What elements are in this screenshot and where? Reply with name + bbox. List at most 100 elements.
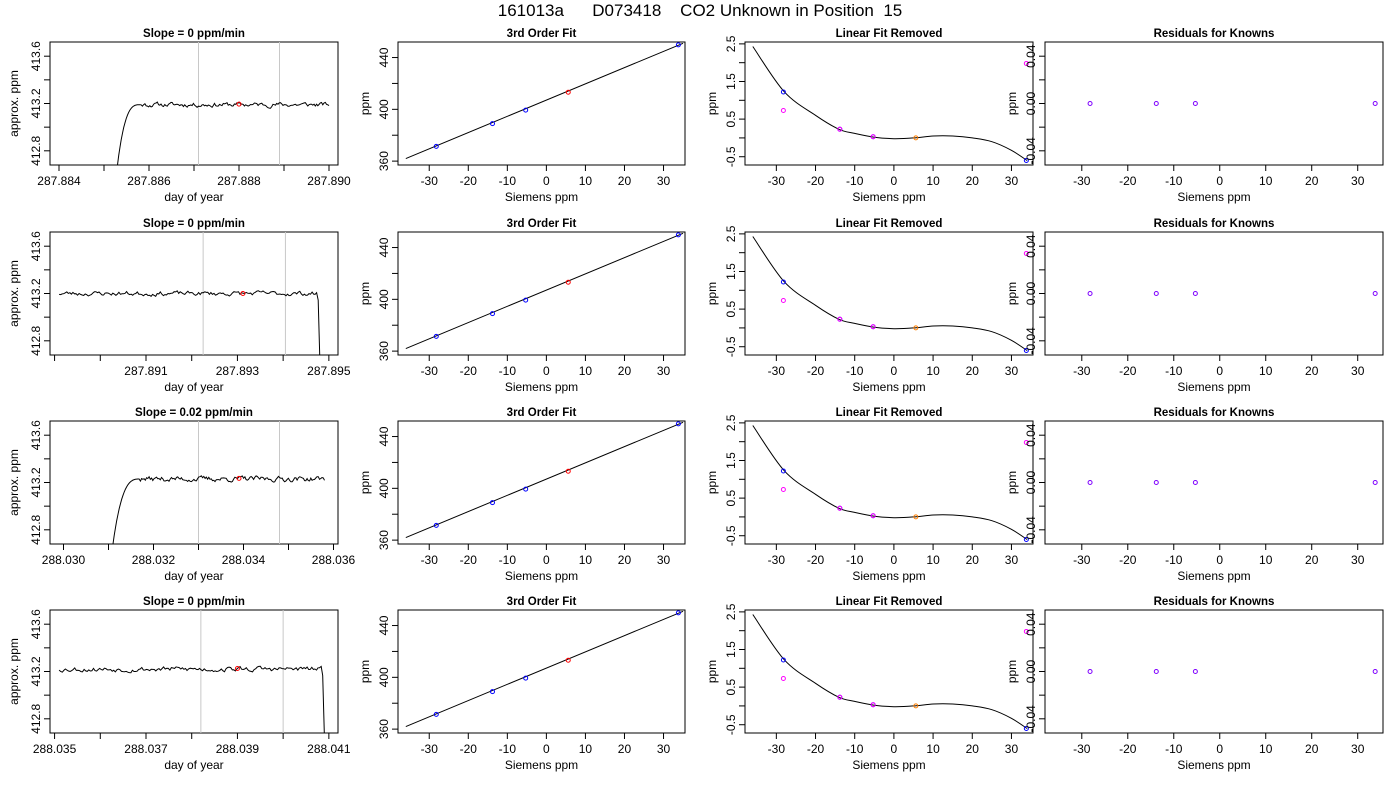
data-point [1023, 347, 1029, 353]
x-axis-label: day of year [164, 758, 223, 772]
y-tick-label: 360 [377, 151, 391, 171]
y-tick-label: -0.04 [1024, 327, 1038, 355]
x-tick-label: -20 [1119, 553, 1137, 567]
data-point [1192, 291, 1198, 296]
x-tick-label: -20 [807, 364, 825, 378]
plot-frame [1044, 609, 1384, 734]
data-point [565, 89, 571, 95]
data-point [1153, 101, 1159, 106]
x-tick-label: -30 [768, 174, 786, 188]
x-tick-label: 0 [1216, 742, 1223, 756]
y-tick-label: -0.5 [724, 146, 738, 167]
y-axis-label: ppm [1005, 92, 1019, 115]
panel-title: Slope = 0 ppm/min [143, 28, 245, 40]
data-point [870, 134, 876, 140]
y-tick-label: 2.5 [724, 603, 738, 620]
data-point [1372, 480, 1378, 485]
data-point [675, 42, 681, 48]
y-tick-label: 413.2 [29, 278, 43, 308]
data-point [1192, 669, 1198, 674]
y-tick-label: 0.00 [1024, 91, 1038, 115]
x-axis-label: day of year [164, 380, 223, 394]
y-axis-label: ppm [358, 660, 372, 683]
data-point [1153, 480, 1159, 485]
data-point [489, 121, 495, 127]
y-tick-label: 400 [377, 667, 391, 687]
x-tick-label: 287.893 [216, 364, 260, 378]
x-tick-label: 30 [1005, 364, 1019, 378]
x-tick-label: 20 [618, 364, 632, 378]
x-tick-label: 30 [657, 174, 671, 188]
x-tick-label: -30 [768, 742, 786, 756]
fit-line [405, 421, 684, 538]
plot-frame [49, 420, 339, 545]
x-axis-label: day of year [164, 569, 223, 583]
x-tick-label: 30 [657, 553, 671, 567]
data-point [565, 279, 571, 285]
x-tick-label: 20 [966, 742, 980, 756]
data-point [780, 468, 786, 474]
data-point [870, 702, 876, 708]
data-point [489, 689, 495, 695]
plot-frame [744, 41, 1034, 166]
x-tick-label: 10 [926, 742, 940, 756]
data-point [565, 468, 571, 474]
x-tick-label: 288.037 [124, 742, 168, 756]
y-tick-label: 413.2 [29, 88, 43, 118]
plot-frame [744, 609, 1034, 734]
y-tick-label: 0.5 [724, 110, 738, 127]
plot-frame [397, 420, 686, 545]
panel-r4-timeseries: Slope = 0 ppm/min 288.035 288.037 288.039 28… [7, 596, 351, 772]
panel-r2-fit: 3rd Order Fit -30 -20 -10 0 10 20 30 360 400 440 Si… [358, 218, 686, 394]
x-axis-label: Siemens ppm [1177, 569, 1250, 583]
plot-area [117, 42, 330, 165]
panel-title: Residuals for Knowns [1154, 28, 1275, 40]
data-point [1372, 101, 1378, 106]
y-tick-label: -0.5 [724, 525, 738, 546]
x-tick-label: 10 [1259, 742, 1273, 756]
x-tick-label: 10 [1259, 553, 1273, 567]
data-point [913, 703, 919, 709]
x-tick-label: 10 [579, 553, 593, 567]
x-axis-label: Siemens ppm [852, 569, 925, 583]
x-tick-label: -10 [1165, 742, 1183, 756]
x-tick-label: 288.041 [307, 742, 351, 756]
x-tick-label: -10 [846, 553, 864, 567]
data-point [236, 101, 242, 107]
x-tick-label: -30 [1073, 553, 1091, 567]
y-tick-label: 440 [377, 237, 391, 257]
y-tick-label: 2.5 [724, 414, 738, 431]
x-tick-label: 0 [891, 364, 898, 378]
data-point [1192, 480, 1198, 485]
plot-area [1087, 291, 1378, 296]
data-point [1153, 291, 1159, 296]
y-tick-label: 412.8 [29, 514, 43, 544]
y-tick-label: 2.5 [724, 35, 738, 52]
panel-title: Residuals for Knowns [1154, 407, 1275, 419]
x-tick-label: 287.884 [37, 174, 81, 188]
x-tick-label: 0 [1216, 553, 1223, 567]
x-axis-label: Siemens ppm [852, 380, 925, 394]
x-tick-label: 30 [1005, 742, 1019, 756]
plot-area [1087, 669, 1378, 674]
data-point [1023, 250, 1029, 256]
y-tick-label: 0.5 [724, 678, 738, 695]
x-tick-label: 30 [1351, 742, 1365, 756]
data-point [837, 505, 843, 511]
plot-area [405, 42, 684, 159]
x-axis-label: day of year [164, 190, 223, 204]
y-axis-label: ppm [358, 92, 372, 115]
y-axis-label: ppm [705, 92, 719, 115]
x-tick-label: -20 [807, 553, 825, 567]
data-point [1023, 157, 1029, 163]
data-point [913, 514, 919, 520]
plot-area [59, 232, 321, 355]
data-point [1087, 480, 1093, 485]
x-tick-label: 30 [1351, 364, 1365, 378]
data-point [913, 325, 919, 331]
panel-title: Linear Fit Removed [836, 28, 943, 40]
plot-frame [397, 609, 686, 734]
x-tick-label: 20 [1305, 742, 1319, 756]
y-tick-label: -0.5 [724, 714, 738, 735]
